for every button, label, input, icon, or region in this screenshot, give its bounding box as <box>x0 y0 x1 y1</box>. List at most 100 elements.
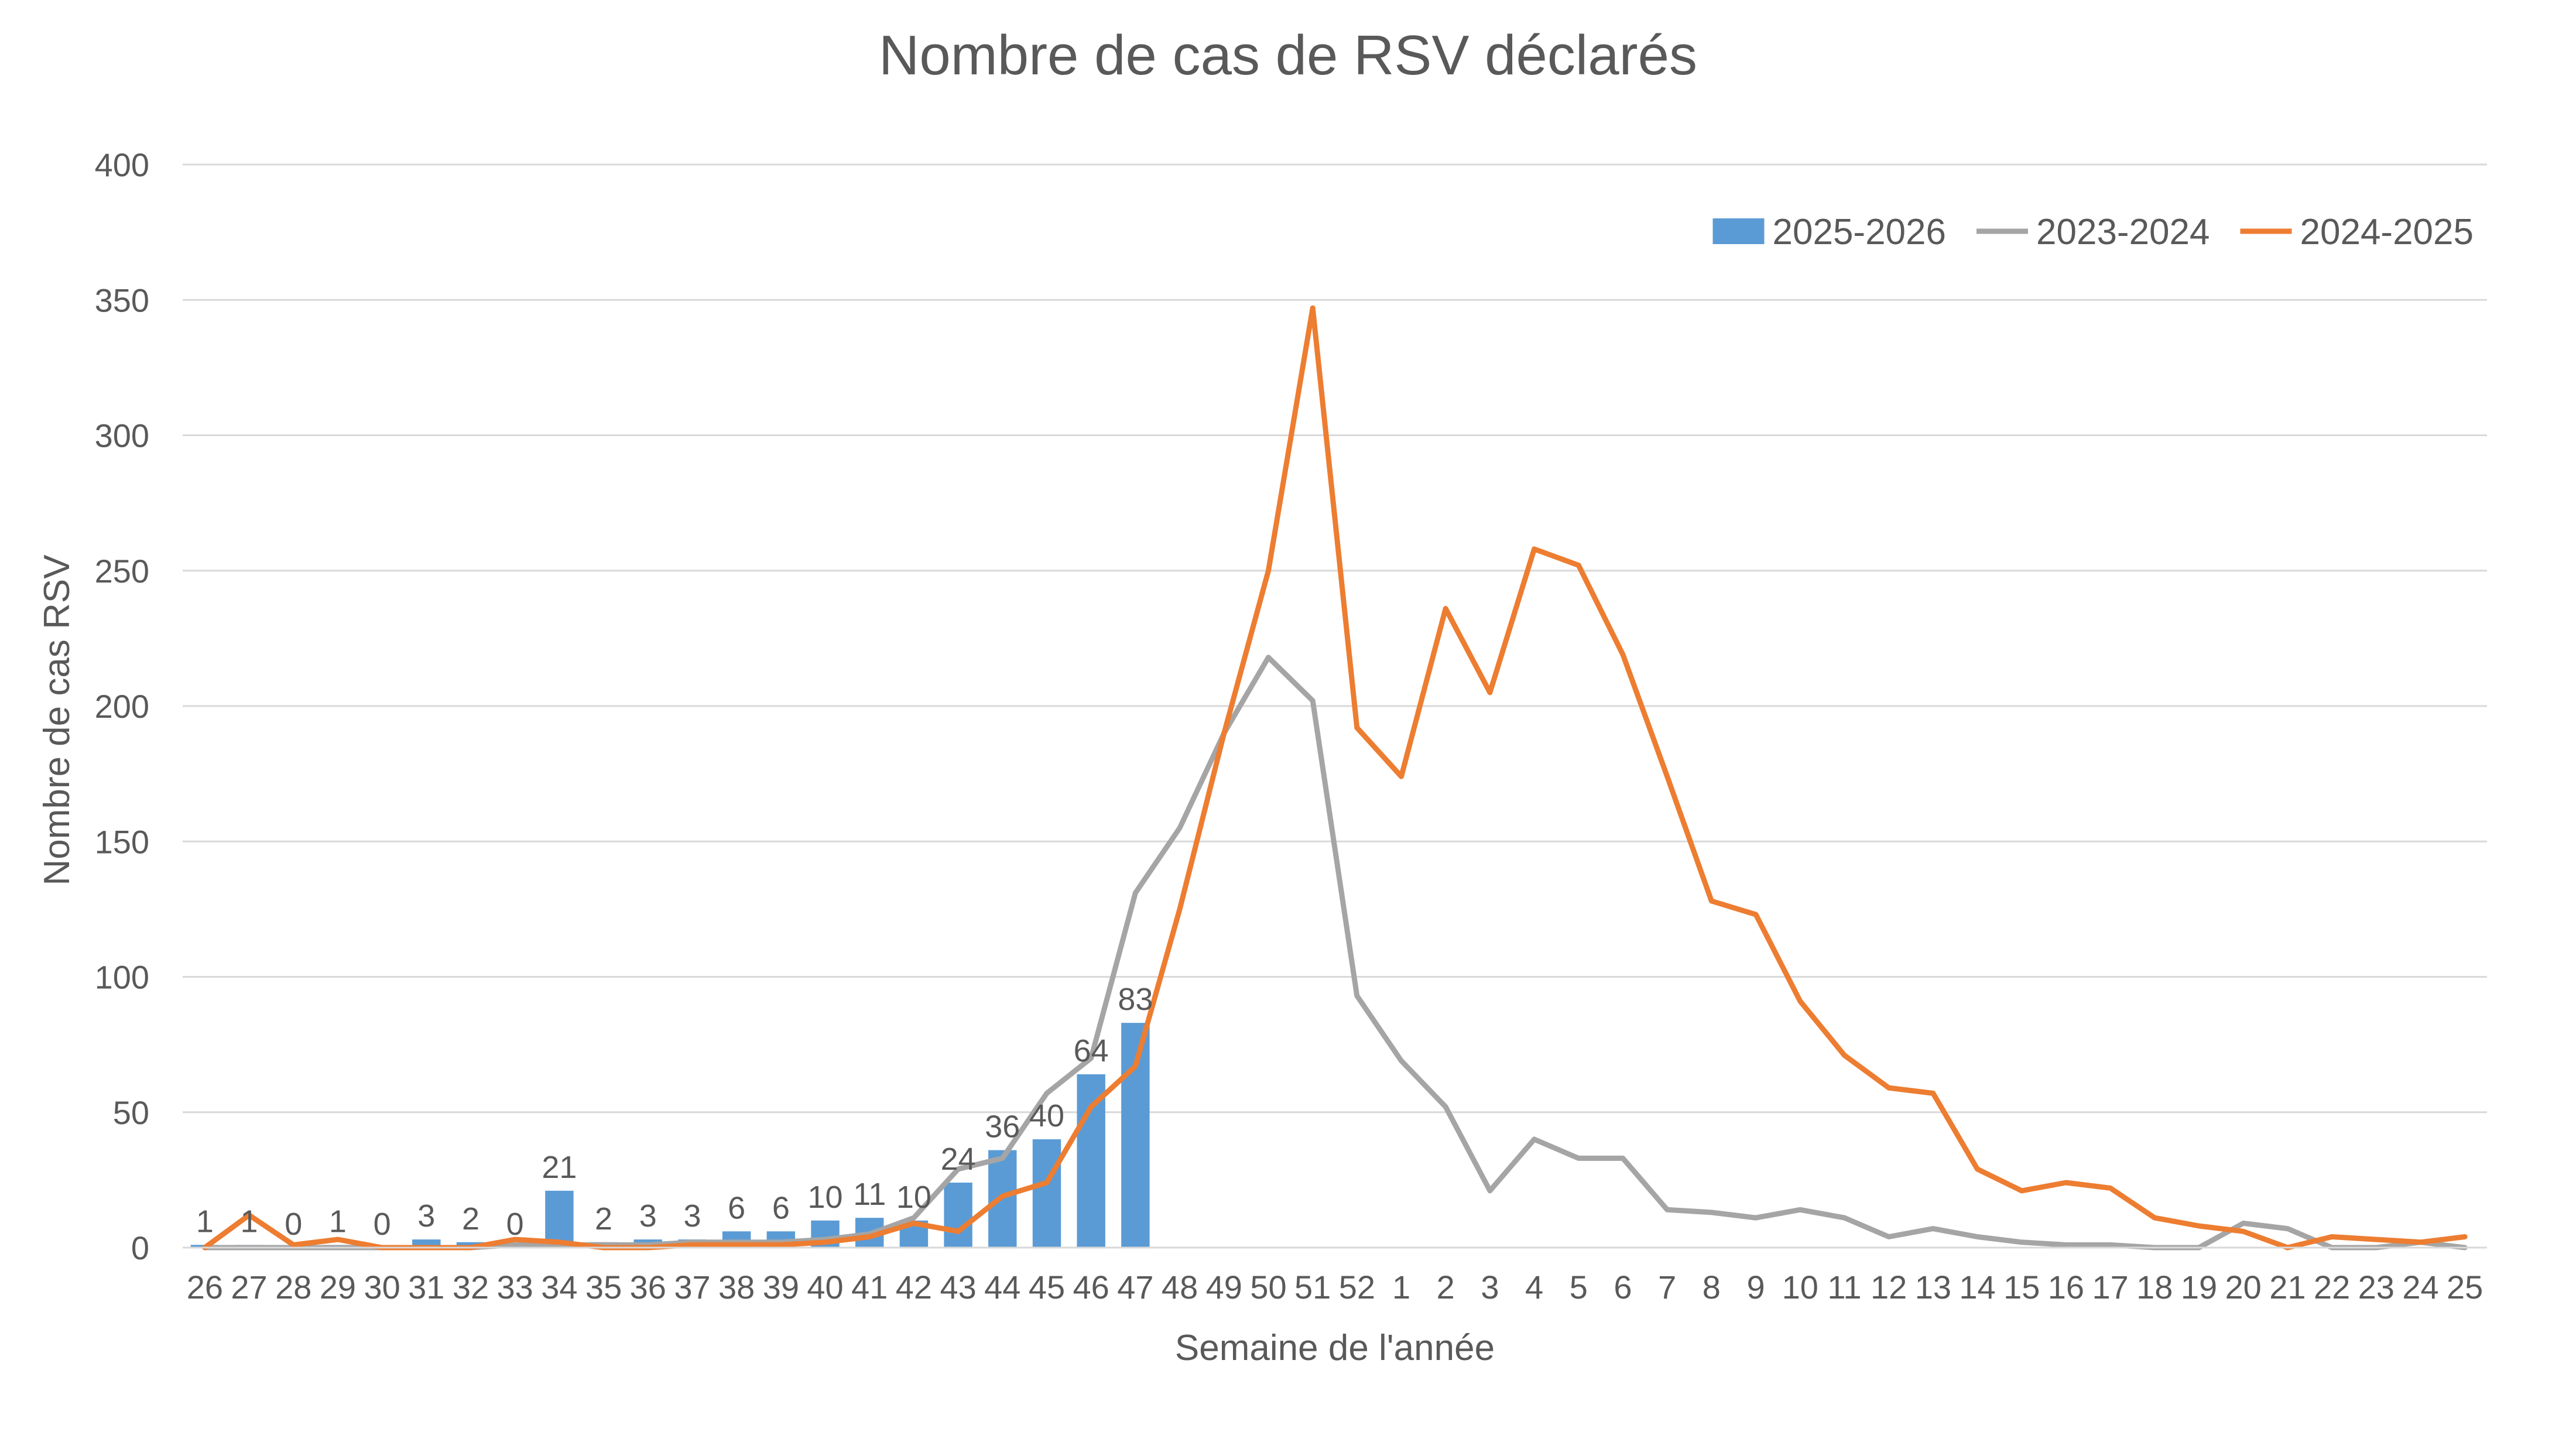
x-tick-label: 3 <box>1481 1269 1499 1306</box>
bar <box>944 1183 972 1248</box>
x-tick-label: 1 <box>1392 1269 1410 1306</box>
y-tick-label: 400 <box>95 146 149 183</box>
bar-data-label: 1 <box>329 1204 347 1239</box>
x-tick-label: 17 <box>2092 1269 2128 1306</box>
bar <box>456 1242 485 1248</box>
legend-label: 2024-2025 <box>2300 212 2474 252</box>
y-tick-label: 350 <box>95 282 149 318</box>
series-line <box>202 305 2468 1251</box>
legend-label: 2025-2026 <box>1773 212 1947 252</box>
bar-data-label: 83 <box>1118 982 1153 1017</box>
bar <box>1032 1139 1061 1248</box>
x-tick-label: 33 <box>497 1269 533 1306</box>
bar-data-label: 36 <box>985 1109 1020 1145</box>
x-tick-label: 28 <box>275 1269 311 1306</box>
x-tick-label: 24 <box>2402 1269 2438 1306</box>
x-tick-label: 10 <box>1782 1269 1818 1306</box>
x-tick-label: 12 <box>1871 1269 1907 1306</box>
x-tick-label: 7 <box>1658 1269 1676 1306</box>
bar-data-label: 1 <box>241 1204 258 1239</box>
bar-data-label: 10 <box>896 1180 931 1215</box>
y-axis-ticks: 0 50 100 150 200 250 300 350 400 <box>95 146 149 1266</box>
x-tick-label: 25 <box>2447 1269 2483 1306</box>
y-axis-title: Nombre de cas RSV <box>37 554 77 886</box>
y-tick-label: 0 <box>131 1229 149 1266</box>
x-tick-label: 49 <box>1206 1269 1242 1306</box>
legend: 2024-2025 2023-2024 2025-2026 <box>1712 212 2474 252</box>
y-tick-label: 250 <box>95 553 149 590</box>
y-tick-label: 300 <box>95 417 149 454</box>
x-tick-label: 21 <box>2269 1269 2306 1306</box>
bar-data-label: 11 <box>853 1177 886 1212</box>
x-tick-label: 52 <box>1339 1269 1375 1306</box>
x-tick-label: 32 <box>453 1269 489 1306</box>
x-axis-title: Semaine de l'année <box>1175 1328 1495 1368</box>
x-tick-label: 43 <box>940 1269 976 1306</box>
x-tick-label: 48 <box>1162 1269 1198 1306</box>
bar-data-label: 2 <box>462 1201 479 1236</box>
bar-data-label: 40 <box>1029 1098 1064 1133</box>
bar-series <box>190 1023 1150 1248</box>
x-tick-label: 35 <box>585 1269 622 1306</box>
x-tick-label: 16 <box>2048 1269 2084 1306</box>
x-tick-label: 50 <box>1250 1269 1286 1306</box>
x-tick-label: 19 <box>2181 1269 2217 1306</box>
y-tick-label: 100 <box>95 959 149 996</box>
x-tick-label: 18 <box>2136 1269 2173 1306</box>
bar-data-label: 3 <box>639 1198 657 1234</box>
legend-label: 2023-2024 <box>2036 212 2210 252</box>
bar-data-label: 3 <box>683 1198 701 1234</box>
x-tick-label: 51 <box>1294 1269 1331 1306</box>
x-tick-label: 47 <box>1117 1269 1153 1306</box>
bar <box>545 1190 574 1248</box>
x-tick-label: 11 <box>1827 1269 1861 1306</box>
bar-data-label: 0 <box>374 1207 391 1242</box>
x-tick-label: 36 <box>630 1269 666 1306</box>
x-tick-label: 38 <box>718 1269 755 1306</box>
x-tick-label: 37 <box>674 1269 710 1306</box>
bar-data-label: 6 <box>728 1190 745 1225</box>
x-tick-label: 20 <box>2225 1269 2262 1306</box>
x-tick-label: 42 <box>896 1269 932 1306</box>
chart-title: Nombre de cas de RSV déclarés <box>879 24 1697 87</box>
y-tick-label: 50 <box>113 1094 149 1131</box>
bar-data-label: 0 <box>506 1207 524 1242</box>
bar-data-label: 3 <box>417 1198 435 1234</box>
bar-data-label: 6 <box>772 1190 790 1225</box>
x-tick-label: 27 <box>231 1269 267 1306</box>
x-tick-label: 34 <box>541 1269 577 1306</box>
x-tick-label: 22 <box>2314 1269 2350 1306</box>
bar-data-label: 21 <box>542 1150 577 1185</box>
x-tick-label: 46 <box>1073 1269 1109 1306</box>
x-tick-label: 29 <box>320 1269 356 1306</box>
y-tick-label: 150 <box>95 823 149 860</box>
x-tick-label: 45 <box>1029 1269 1065 1306</box>
bar-data-label: 10 <box>807 1180 842 1215</box>
x-tick-label: 39 <box>763 1269 799 1306</box>
line-series <box>202 305 2468 1251</box>
x-tick-label: 8 <box>1703 1269 1721 1306</box>
x-tick-label: 6 <box>1614 1269 1632 1306</box>
bar <box>1077 1074 1105 1248</box>
x-tick-label: 30 <box>364 1269 400 1306</box>
x-tick-label: 9 <box>1746 1269 1765 1306</box>
bar-data-label: 0 <box>285 1207 302 1242</box>
x-tick-label: 40 <box>807 1269 843 1306</box>
bar-data-label: 24 <box>941 1142 976 1177</box>
bar-data-label: 2 <box>595 1201 612 1236</box>
x-tick-label: 5 <box>1570 1269 1588 1306</box>
x-tick-label: 15 <box>2003 1269 2040 1306</box>
bar-data-label: 1 <box>196 1204 214 1239</box>
legend-marker <box>1712 218 1765 244</box>
x-axis-ticks: 26 27 28 29 30 31 32 33 34 35 36 37 38 39 40 41 42 43 44 45… <box>187 1269 2483 1306</box>
x-tick-label: 41 <box>851 1269 888 1306</box>
bar-data-label: 64 <box>1074 1033 1109 1068</box>
x-tick-label: 14 <box>1959 1269 1995 1306</box>
x-tick-label: 13 <box>1915 1269 1951 1306</box>
x-tick-label: 26 <box>187 1269 223 1306</box>
y-tick-label: 200 <box>95 688 149 725</box>
x-tick-label: 23 <box>2358 1269 2395 1306</box>
